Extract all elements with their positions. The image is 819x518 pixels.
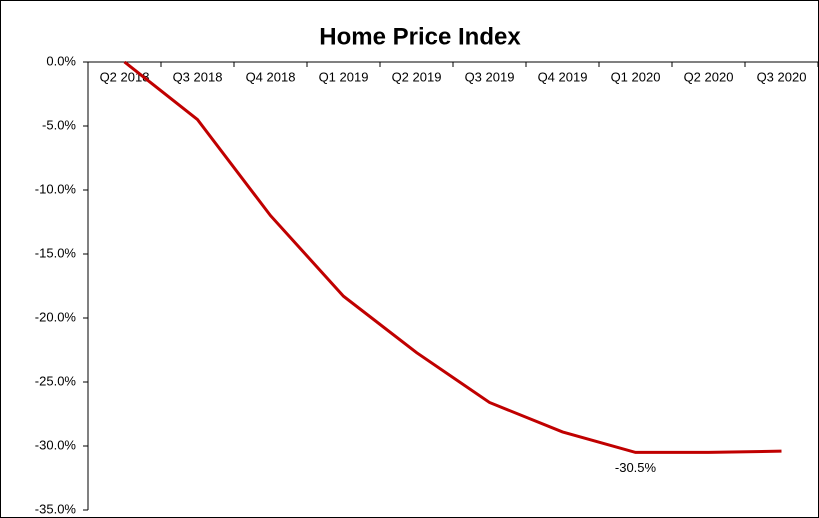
- y-tick-label: -10.0%: [35, 181, 77, 196]
- chart-title: Home Price Index: [319, 23, 521, 50]
- x-tick-label: Q2 2019: [392, 69, 442, 84]
- y-tick-label: -25.0%: [35, 373, 77, 388]
- data-label: -30.5%: [615, 460, 657, 475]
- y-tick-label: -30.0%: [35, 437, 77, 452]
- y-tick-label: -35.0%: [35, 501, 77, 516]
- y-tick-label: 0.0%: [46, 53, 76, 68]
- x-tick-label: Q3 2019: [465, 69, 515, 84]
- x-tick-label: Q1 2020: [611, 69, 661, 84]
- x-tick-label: Q4 2018: [246, 69, 296, 84]
- y-tick-label: -20.0%: [35, 309, 77, 324]
- x-tick-label: Q3 2018: [173, 69, 223, 84]
- x-tick-label: Q2 2020: [684, 69, 734, 84]
- x-tick-label: Q3 2020: [757, 69, 807, 84]
- y-tick-label: -5.0%: [42, 117, 76, 132]
- line-series: [123, 60, 782, 454]
- y-tick-label: -15.0%: [35, 245, 77, 260]
- x-tick-label: Q1 2019: [319, 69, 369, 84]
- x-tick-label: Q4 2019: [538, 69, 588, 84]
